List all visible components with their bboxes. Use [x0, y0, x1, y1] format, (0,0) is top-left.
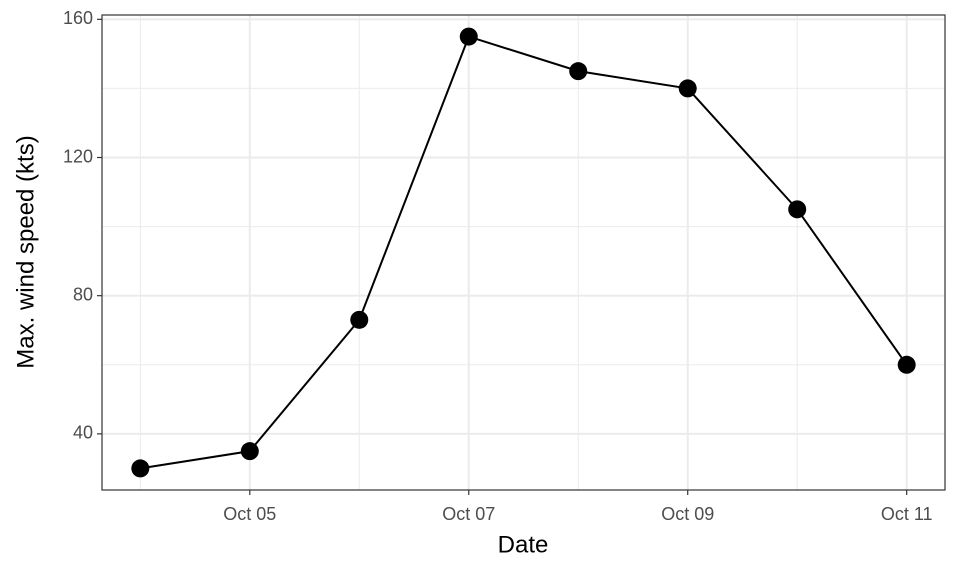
y-tick-label: 120	[63, 146, 93, 166]
y-tick-label: 80	[73, 284, 93, 304]
x-axis-title: Date	[498, 531, 549, 558]
y-axis-title: Max. wind speed (kts)	[12, 135, 39, 368]
x-tick-label: Oct 05	[223, 504, 276, 524]
x-tick-label: Oct 07	[442, 504, 495, 524]
point	[897, 355, 916, 374]
point	[350, 310, 369, 329]
panel-border	[101, 14, 946, 491]
point	[788, 200, 807, 219]
point	[459, 27, 478, 46]
line	[140, 35, 908, 470]
point	[569, 62, 588, 81]
y-tick-label: 40	[73, 423, 93, 443]
x-tick-label: Oct 11	[881, 504, 933, 524]
point	[678, 79, 697, 98]
y-tick-label: 160	[63, 8, 93, 28]
point	[131, 459, 150, 478]
x-tick-label: Oct 09	[661, 504, 714, 524]
point	[240, 442, 259, 461]
